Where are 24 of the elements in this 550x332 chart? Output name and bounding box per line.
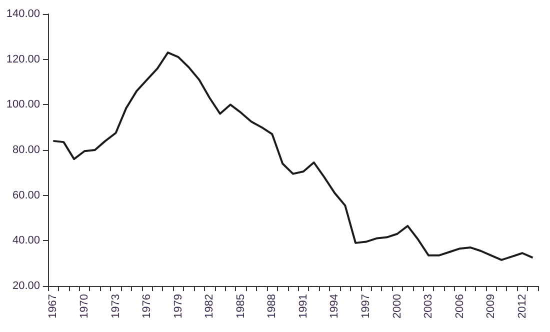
x-tick-label: 1970 xyxy=(78,294,90,318)
line-series xyxy=(52,52,534,261)
x-tick-label: 1997 xyxy=(360,294,372,318)
x-tick-label: 1979 xyxy=(172,294,184,318)
x-tick-label: 1988 xyxy=(266,294,278,318)
x-tick-label: 1991 xyxy=(297,294,310,318)
x-tick-label: 2000 xyxy=(391,294,404,318)
y-tick-label: 100.00 xyxy=(6,98,40,111)
x-tick-label: 2003 xyxy=(422,294,435,318)
x-tick-label: 2012 xyxy=(516,294,528,318)
x-tick-label: 1985 xyxy=(234,294,247,318)
x-tick-label: 2009 xyxy=(485,294,498,318)
x-tick-label: 1973 xyxy=(110,294,122,318)
x-tick-label: 1976 xyxy=(141,294,154,318)
y-tick-label: 60.00 xyxy=(12,189,40,202)
x-tick-label: 1967 xyxy=(47,294,60,318)
y-tick-label: 80.00 xyxy=(12,144,40,156)
x-tick-label: 2006 xyxy=(454,294,466,318)
x-tick-label: 1982 xyxy=(204,294,216,318)
y-tick-label: 20.00 xyxy=(12,280,40,292)
y-tick-label: 140.00 xyxy=(6,8,40,20)
y-tick-label: 120.00 xyxy=(6,53,40,66)
y-tick-label: 40.00 xyxy=(12,234,40,247)
x-tick-label: 1994 xyxy=(328,294,341,318)
